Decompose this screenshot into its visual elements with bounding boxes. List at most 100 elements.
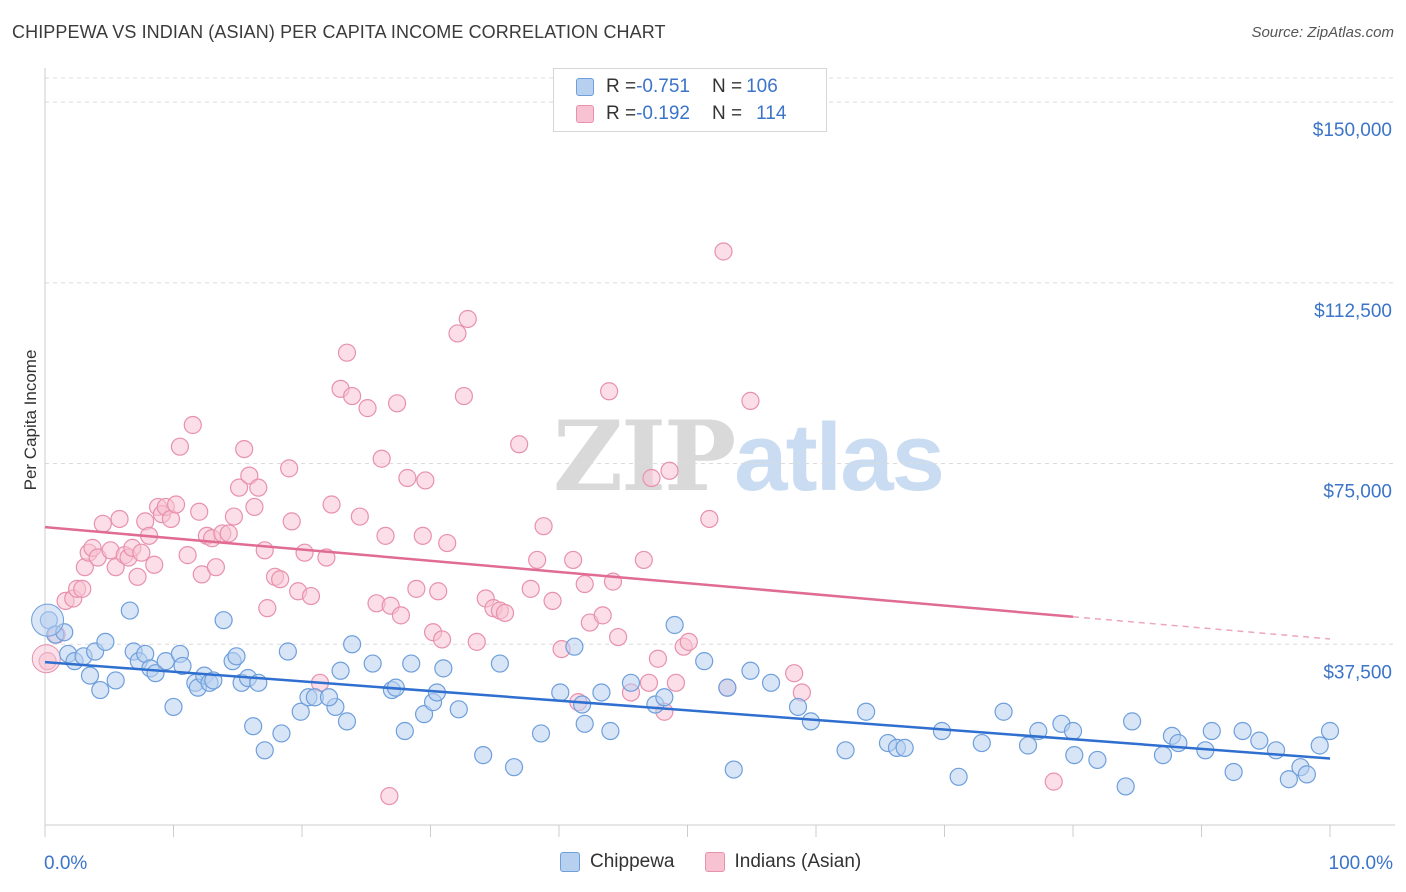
chippewa-point <box>173 656 192 676</box>
indian-asian-points <box>31 242 1063 806</box>
chippewa-point <box>434 659 453 678</box>
indian-asian-point <box>249 478 268 497</box>
chippewa-point <box>156 652 175 671</box>
chippewa-point <box>278 642 297 661</box>
source-label: Source: ZipAtlas.com <box>1251 24 1394 41</box>
indian-asian-point <box>93 514 112 533</box>
chippewa-point <box>573 695 592 714</box>
chippewa-point <box>551 683 570 702</box>
indian-asian-point <box>255 541 274 560</box>
chippewa-point <box>244 717 263 736</box>
chippewa-point <box>1233 721 1252 741</box>
indian-asian-point <box>31 644 61 674</box>
chippewa-point <box>363 654 382 673</box>
correlation-legend: R = -0.751 N = 106 R = -0.192 N = 114 <box>553 68 827 132</box>
indian-asian-point <box>741 391 760 410</box>
chippewa-point <box>972 733 991 753</box>
chippewa-swatch <box>576 78 594 96</box>
y-tick-label: $112,500 <box>1314 301 1392 322</box>
indian-asian-point <box>432 630 452 649</box>
legend-indian-label: Indians (Asian) <box>734 851 862 872</box>
chippewa-point <box>1123 712 1142 731</box>
chippewa-point <box>227 647 246 666</box>
chippewa-point <box>255 741 274 760</box>
indian-asian-point <box>534 517 553 536</box>
chippewa-point <box>1310 736 1329 755</box>
chippewa-point <box>741 661 760 680</box>
indian-asian-point <box>170 437 190 456</box>
indian-asian-point <box>132 543 151 562</box>
indian-asian-point <box>280 459 299 478</box>
indian-asian-point <box>271 570 290 589</box>
chippewa-point <box>1065 746 1084 765</box>
chippewa-trend-line <box>44 660 1331 760</box>
indian-asian-point <box>192 565 211 584</box>
legend-r-value: -0.751 <box>636 76 690 97</box>
indian-asian-point <box>387 394 407 413</box>
chippewa-point <box>1250 731 1269 750</box>
series-legend: Chippewa Indians (Asian) <box>560 851 891 873</box>
x-tick-label: 100.0% <box>1329 853 1394 874</box>
indian-asian-point <box>1044 772 1063 791</box>
indian-asian-point <box>648 649 668 668</box>
indian-asian-point <box>448 324 467 343</box>
indian-asian-point <box>128 567 147 586</box>
legend-n-value: 106 <box>746 76 778 97</box>
indian-asian-point <box>166 495 186 514</box>
chippewa-point <box>272 724 291 743</box>
chippewa-point <box>1224 762 1243 782</box>
indian-asian-point <box>467 632 486 651</box>
chippewa-point <box>96 632 115 651</box>
chippewa-point <box>474 746 493 765</box>
chippewa-point <box>1279 770 1298 789</box>
chippewa-point <box>724 760 743 779</box>
indian-asian-point <box>73 579 92 598</box>
chippewa-point <box>665 615 684 635</box>
chippewa-point <box>120 601 139 620</box>
chippewa-point <box>402 654 421 673</box>
chippewa-point <box>395 721 414 741</box>
grid-lines <box>45 77 1395 645</box>
indian-asian-point <box>235 439 254 459</box>
indian-asian-point <box>454 386 474 406</box>
indian-asian-point <box>145 555 164 574</box>
chippewa-point <box>531 724 551 743</box>
chippewa-point <box>575 714 594 733</box>
chippewa-point <box>319 688 339 707</box>
indian-asian-point <box>183 415 202 435</box>
indian-asian-point <box>229 478 249 497</box>
chippewa-point <box>565 637 584 656</box>
chippewa-point <box>1266 741 1286 760</box>
axes <box>44 68 1395 837</box>
indian-asian-point <box>416 471 435 490</box>
indian-swatch <box>576 105 594 123</box>
indian-asian-point <box>337 343 357 362</box>
chippewa-point <box>31 603 65 637</box>
chippewa-point <box>857 702 876 721</box>
indian-asian-point <box>240 466 259 485</box>
chippewa-point <box>291 702 310 721</box>
indian-asian-point <box>438 533 457 553</box>
indian-asian-point <box>679 632 698 651</box>
chippewa-point <box>331 661 350 680</box>
indian-asian-point <box>206 558 226 577</box>
chart-title: CHIPPEWA VS INDIAN (ASIAN) PER CAPITA IN… <box>12 22 666 42</box>
x-tick-label: 0.0% <box>44 853 87 874</box>
indian-asian-point <box>358 399 377 418</box>
indian-asian-point <box>609 627 628 647</box>
indian-asian-point <box>700 509 719 529</box>
chippewa-point <box>718 678 737 697</box>
chippewa-point <box>80 666 100 685</box>
indian-asian-point <box>301 586 321 606</box>
indian-asian-point <box>564 550 583 570</box>
indian-asian-point <box>219 524 238 543</box>
y-tick-label: $150,000 <box>1313 120 1392 141</box>
chippewa-point <box>655 688 674 707</box>
chippewa-point <box>801 712 820 731</box>
indian-asian-point <box>322 495 341 514</box>
chippewa-point <box>836 741 855 760</box>
indian-asian-point <box>528 550 547 570</box>
chippewa-point <box>1088 750 1107 770</box>
chippewa-point <box>592 683 611 702</box>
indian-asian-point <box>634 550 653 570</box>
